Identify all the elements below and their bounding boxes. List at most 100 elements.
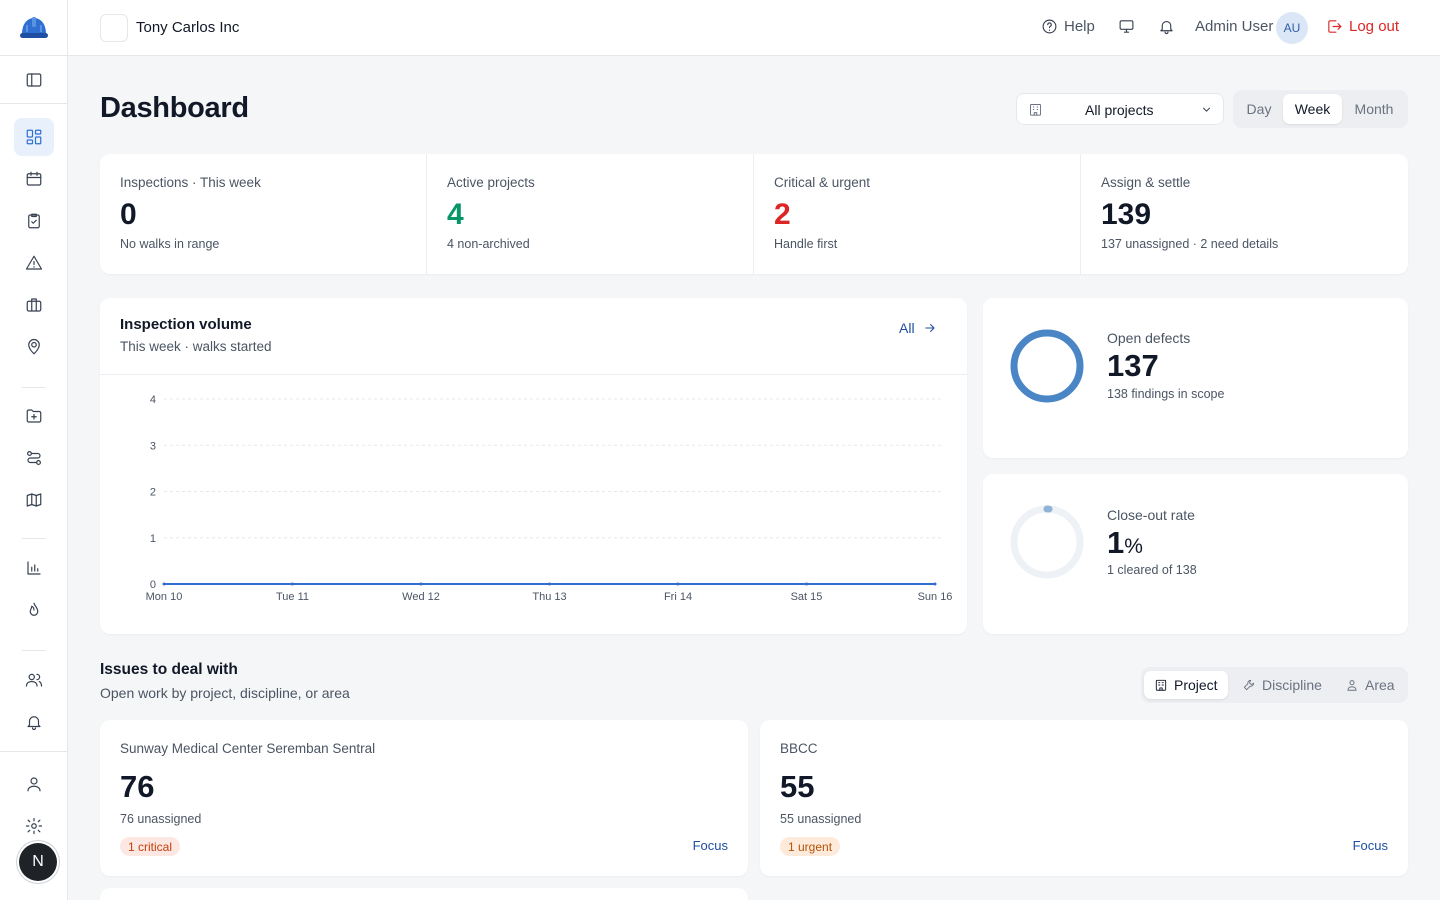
open-defects-card[interactable]: Open defects 137 138 findings in scope bbox=[983, 298, 1408, 458]
folder-plus-icon bbox=[26, 409, 42, 423]
sidebar-item-profile[interactable] bbox=[14, 765, 54, 803]
kpi-label: Active projects bbox=[447, 175, 535, 190]
sidebar-item-dashboard[interactable] bbox=[14, 118, 54, 156]
sidebar-item-hotspots[interactable] bbox=[14, 591, 54, 629]
x-tick-label: Mon 10 bbox=[146, 591, 183, 603]
workspace-avatar[interactable]: N bbox=[19, 843, 57, 881]
help-circle-icon bbox=[1042, 19, 1057, 34]
calendar-icon bbox=[26, 171, 42, 186]
issue-project-name: BBCC bbox=[780, 741, 818, 756]
clipboard-check-icon bbox=[28, 213, 40, 229]
open-defects-value: 137 bbox=[1107, 348, 1159, 383]
sidebar-item-reports[interactable] bbox=[14, 549, 54, 587]
kpi-label: Inspections · This week bbox=[120, 175, 261, 190]
view-all-link[interactable]: All bbox=[899, 320, 937, 336]
open-defects-sub: 138 findings in scope bbox=[1107, 387, 1225, 401]
logout-label: Log out bbox=[1349, 18, 1400, 35]
chart-subtitle: This week · walks started bbox=[120, 339, 272, 354]
critical-badge: 1 critical bbox=[120, 837, 181, 856]
issue-sub: 76 unassigned bbox=[120, 812, 202, 826]
display-button[interactable] bbox=[1118, 18, 1135, 35]
hard-hat-logo-icon[interactable] bbox=[19, 14, 49, 42]
user-avatar[interactable]: AU bbox=[1276, 12, 1308, 44]
x-tick-label: Fri 14 bbox=[664, 591, 692, 603]
sidebar-item-team[interactable] bbox=[14, 661, 54, 699]
project-select[interactable]: All projects bbox=[1016, 93, 1224, 125]
sidebar-item-new-folder[interactable] bbox=[14, 397, 54, 435]
kpi-sub: 137 unassigned · 2 need details bbox=[1101, 237, 1279, 251]
range-option-day[interactable]: Day bbox=[1246, 101, 1272, 117]
y-tick-label: 1 bbox=[150, 533, 156, 545]
notifications-button[interactable] bbox=[1158, 18, 1175, 35]
settings-icon bbox=[25, 817, 43, 835]
issue-card[interactable]: Sunway Medical Center Seremban Sentral 7… bbox=[100, 720, 748, 876]
group-by-toggle: Project Discipline Area bbox=[1141, 667, 1408, 703]
group-option-area[interactable]: Area bbox=[1335, 671, 1405, 699]
sidebar-item-defects[interactable] bbox=[14, 244, 54, 282]
group-option-label: Discipline bbox=[1262, 677, 1322, 693]
layout-toggle-icon bbox=[26, 73, 42, 87]
kpi-value: 0 bbox=[120, 198, 137, 231]
sidebar-divider bbox=[0, 103, 67, 104]
building-icon bbox=[1030, 104, 1041, 116]
page-title: Dashboard bbox=[100, 92, 249, 124]
building-icon bbox=[1155, 679, 1167, 691]
sidebar-toggle[interactable] bbox=[14, 61, 54, 99]
kpi-value: 139 bbox=[1101, 198, 1152, 231]
help-button[interactable]: Help bbox=[1041, 18, 1095, 35]
kpi-label: Assign & settle bbox=[1101, 175, 1191, 190]
inspection-volume-chart: 0 1 2 3 4 Mon 10 Tue 11 Wed 12 Thu 13 Fri 14 Sat 1… bbox=[146, 394, 953, 603]
kpi-divider bbox=[426, 154, 427, 274]
ring-progress bbox=[1010, 505, 1084, 579]
group-option-label: Project bbox=[1174, 677, 1218, 693]
x-tick-label: Tue 11 bbox=[276, 591, 309, 603]
sidebar-divider bbox=[0, 55, 67, 56]
sidebar-item-maps[interactable] bbox=[14, 481, 54, 519]
focus-button[interactable]: Focus bbox=[1352, 838, 1388, 853]
issue-card[interactable]: BBCC 55 55 unassigned 1 urgent Focus bbox=[760, 720, 1408, 876]
sidebar-item-workflows[interactable] bbox=[14, 439, 54, 477]
kpi-sub: No walks in range bbox=[120, 237, 220, 251]
issue-count: 55 bbox=[780, 769, 815, 804]
inspection-volume-card: Inspection volume This week · walks star… bbox=[100, 298, 967, 634]
data-point bbox=[291, 582, 294, 586]
kpi-divider bbox=[753, 154, 754, 274]
kpi-divider bbox=[1080, 154, 1081, 274]
sidebar-item-schedule[interactable] bbox=[14, 160, 54, 198]
kpi-assign-settle[interactable]: Assign & settle 139 137 unassigned · 2 n… bbox=[1081, 154, 1408, 274]
group-option-project[interactable]: Project bbox=[1144, 671, 1228, 699]
open-defects-title: Open defects bbox=[1107, 330, 1191, 346]
logout-button[interactable]: Log out bbox=[1326, 18, 1399, 35]
logout-icon bbox=[1328, 20, 1342, 33]
issue-card[interactable] bbox=[100, 888, 748, 900]
open-defects-ring bbox=[1010, 329, 1084, 403]
close-out-card[interactable]: Close-out rate 1% 1 cleared of 138 bbox=[983, 474, 1408, 634]
range-option-week[interactable]: Week bbox=[1283, 94, 1342, 124]
kpi-inspections[interactable]: Inspections · This week 0 No walks in ra… bbox=[100, 154, 427, 274]
sidebar-item-inspections[interactable] bbox=[14, 202, 54, 240]
sidebar-item-alerts[interactable] bbox=[14, 703, 54, 741]
group-option-discipline[interactable]: Discipline bbox=[1232, 671, 1332, 699]
sidebar-item-sites[interactable] bbox=[14, 328, 54, 366]
data-point bbox=[933, 582, 937, 586]
focus-button[interactable]: Focus bbox=[692, 838, 728, 853]
top-bar: Tony Carlos Inc Help Admin User AU Log o… bbox=[68, 0, 1440, 56]
sidebar-item-settings[interactable] bbox=[14, 807, 54, 845]
view-all-label: All bbox=[899, 320, 915, 336]
urgent-badge: 1 urgent bbox=[780, 837, 841, 856]
sidebar-divider bbox=[22, 387, 46, 388]
issue-project-name: Sunway Medical Center Seremban Sentral bbox=[120, 741, 376, 756]
org-name[interactable]: Tony Carlos Inc bbox=[136, 19, 240, 36]
sidebar-item-projects[interactable] bbox=[14, 286, 54, 324]
range-option-month[interactable]: Month bbox=[1354, 101, 1394, 117]
kpi-active-projects[interactable]: Active projects 4 4 non-archived bbox=[427, 154, 754, 274]
briefcase-icon bbox=[26, 298, 42, 312]
user-name[interactable]: Admin User bbox=[1195, 18, 1273, 35]
group-option-label: Area bbox=[1365, 677, 1395, 693]
org-logo[interactable] bbox=[100, 14, 128, 42]
data-point bbox=[548, 582, 551, 586]
monitor-icon bbox=[1119, 20, 1134, 33]
kpi-critical-urgent[interactable]: Critical & urgent 2 Handle first bbox=[754, 154, 1081, 274]
map-pin-user-icon bbox=[1347, 680, 1357, 691]
ring-progress bbox=[1010, 329, 1084, 403]
